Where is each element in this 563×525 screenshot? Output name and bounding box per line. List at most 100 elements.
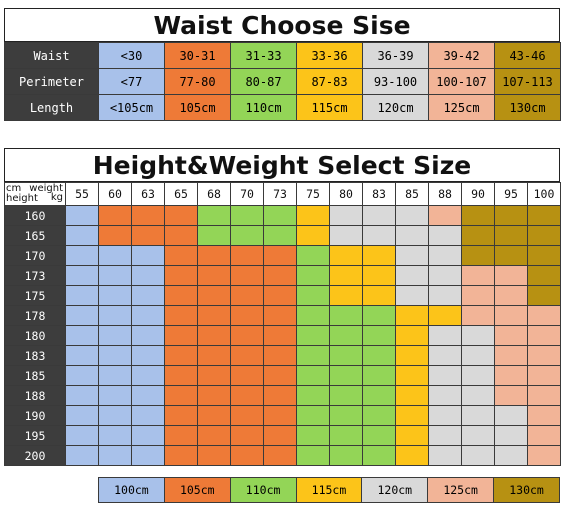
height-label: 173 bbox=[4, 265, 66, 286]
size-cell bbox=[131, 345, 165, 366]
size-cell bbox=[428, 425, 462, 446]
size-cell bbox=[197, 445, 231, 466]
size-cell bbox=[230, 365, 264, 386]
size-cell bbox=[395, 325, 429, 346]
size-cell bbox=[263, 245, 297, 266]
size-cell bbox=[527, 205, 561, 226]
size-cell bbox=[527, 285, 561, 306]
size-cell bbox=[494, 345, 528, 366]
waist-cell: 33-36 bbox=[296, 42, 363, 69]
height-row: 178 bbox=[4, 305, 561, 326]
waist-row: Waist <30 30-31 31-33 33-36 36-39 39-42 43-46 bbox=[4, 42, 561, 69]
waist-row-label: Waist bbox=[4, 42, 99, 69]
size-cell bbox=[428, 325, 462, 346]
size-cell bbox=[362, 305, 396, 326]
height-label: 188 bbox=[4, 385, 66, 406]
size-cell bbox=[395, 385, 429, 406]
size-cell bbox=[461, 245, 495, 266]
size-cell bbox=[362, 405, 396, 426]
size-cell bbox=[296, 305, 330, 326]
size-cell bbox=[263, 325, 297, 346]
size-cell bbox=[197, 205, 231, 226]
size-cell bbox=[98, 445, 132, 466]
size-cell bbox=[395, 445, 429, 466]
height-row: 183 bbox=[4, 345, 561, 366]
size-cell bbox=[131, 265, 165, 286]
corner-label-kg: kg bbox=[50, 192, 63, 203]
legend-item: 130cm bbox=[493, 477, 560, 503]
size-cell bbox=[98, 385, 132, 406]
size-cell bbox=[65, 425, 99, 446]
height-label: 180 bbox=[4, 325, 66, 346]
weight-header: 80 bbox=[329, 182, 363, 206]
weight-header: 90 bbox=[461, 182, 495, 206]
size-cell bbox=[362, 225, 396, 246]
size-cell bbox=[527, 445, 561, 466]
height-label: 178 bbox=[4, 305, 66, 326]
waist-cell: 120cm bbox=[362, 94, 429, 121]
size-cell bbox=[329, 385, 363, 406]
size-cell bbox=[461, 365, 495, 386]
size-cell bbox=[164, 205, 198, 226]
legend-item: 120cm bbox=[361, 477, 429, 503]
size-cell bbox=[197, 385, 231, 406]
weight-header: 100 bbox=[527, 182, 561, 206]
size-cell bbox=[296, 365, 330, 386]
waist-cell: 115cm bbox=[296, 94, 363, 121]
size-cell bbox=[164, 405, 198, 426]
size-cell bbox=[461, 345, 495, 366]
height-label: 195 bbox=[4, 425, 66, 446]
size-cell bbox=[329, 405, 363, 426]
size-cell bbox=[65, 325, 99, 346]
size-cell bbox=[428, 385, 462, 406]
size-cell bbox=[527, 305, 561, 326]
legend-item: 105cm bbox=[163, 477, 231, 503]
waist-cell: <77 bbox=[98, 68, 165, 95]
corner-label-weight: weight bbox=[29, 183, 63, 195]
waist-row-label: Length bbox=[4, 94, 99, 121]
size-cell bbox=[263, 445, 297, 466]
weight-header: 70 bbox=[230, 182, 264, 206]
corner-cell: weight kg cm height bbox=[4, 182, 66, 206]
size-cell bbox=[164, 345, 198, 366]
waist-row: Length <105cm 105cm 110cm 115cm 120cm 125cm 130… bbox=[4, 94, 561, 121]
size-cell bbox=[395, 425, 429, 446]
size-cell bbox=[263, 285, 297, 306]
size-cell bbox=[98, 345, 132, 366]
waist-cell: 93-100 bbox=[362, 68, 429, 95]
size-cell bbox=[98, 365, 132, 386]
size-cell bbox=[395, 285, 429, 306]
waist-row-label: Perimeter bbox=[4, 68, 99, 95]
size-cell bbox=[197, 245, 231, 266]
size-cell bbox=[230, 245, 264, 266]
size-cell bbox=[395, 245, 429, 266]
size-cell bbox=[65, 225, 99, 246]
size-cell bbox=[296, 245, 330, 266]
size-cell bbox=[362, 385, 396, 406]
size-cell bbox=[428, 445, 462, 466]
size-cell bbox=[494, 365, 528, 386]
size-cell bbox=[131, 245, 165, 266]
size-cell bbox=[131, 365, 165, 386]
size-cell bbox=[296, 445, 330, 466]
size-cell bbox=[65, 305, 99, 326]
size-cell bbox=[527, 225, 561, 246]
size-cell bbox=[461, 265, 495, 286]
waist-cell: 30-31 bbox=[164, 42, 231, 69]
size-cell bbox=[527, 265, 561, 286]
waist-cell: <30 bbox=[98, 42, 165, 69]
size-cell bbox=[296, 225, 330, 246]
size-cell bbox=[263, 365, 297, 386]
size-cell bbox=[329, 365, 363, 386]
size-cell bbox=[65, 245, 99, 266]
weight-header: 88 bbox=[428, 182, 462, 206]
waist-cell: 100-107 bbox=[428, 68, 495, 95]
size-cell bbox=[164, 385, 198, 406]
size-cell bbox=[65, 265, 99, 286]
size-cell bbox=[494, 445, 528, 466]
weight-header: 60 bbox=[98, 182, 132, 206]
size-cell bbox=[98, 405, 132, 426]
size-cell bbox=[428, 225, 462, 246]
size-cell bbox=[131, 205, 165, 226]
weight-header-row: weight kg cm height 55 60 63 65 68 70 73 75 80 83 85 88… bbox=[4, 182, 561, 206]
